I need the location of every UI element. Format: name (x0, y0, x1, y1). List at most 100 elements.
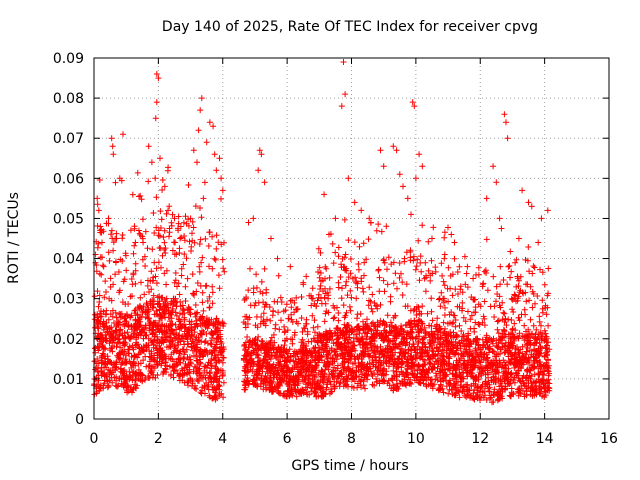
data-point (105, 316, 112, 323)
data-point (345, 175, 352, 182)
data-point (395, 355, 402, 362)
data-point (268, 235, 274, 242)
data-point (174, 361, 181, 368)
data-point (97, 223, 104, 230)
data-point (396, 171, 403, 178)
data-point (320, 288, 326, 295)
data-point (384, 380, 391, 387)
data-point (313, 303, 320, 310)
data-point (520, 361, 527, 368)
data-point (332, 367, 339, 374)
data-point (339, 350, 346, 357)
data-point (369, 373, 376, 379)
data-point (120, 359, 126, 366)
data-point (340, 59, 347, 65)
data-point (200, 195, 207, 202)
data-point (358, 207, 365, 214)
data-point (320, 331, 327, 338)
data-point (409, 363, 416, 370)
data-point (193, 288, 200, 295)
data-point (386, 343, 393, 350)
data-point (496, 359, 503, 366)
data-point (194, 367, 200, 374)
data-point (114, 318, 121, 325)
data-point (185, 369, 192, 376)
data-point (364, 361, 371, 368)
data-point (277, 294, 284, 301)
data-point (120, 131, 126, 138)
data-point (450, 363, 457, 370)
data-point (110, 281, 117, 288)
data-point (516, 277, 522, 284)
data-point (315, 291, 322, 298)
data-point (321, 334, 328, 341)
data-point (159, 356, 166, 363)
data-point (525, 380, 532, 387)
data-point (420, 339, 427, 346)
data-point (524, 345, 531, 351)
data-point (261, 179, 268, 186)
data-point (253, 271, 260, 278)
data-point (144, 245, 151, 252)
data-point (346, 303, 353, 310)
data-point (541, 327, 548, 334)
data-point (326, 327, 333, 334)
data-point (381, 371, 388, 378)
data-point (372, 334, 378, 341)
data-point (248, 355, 255, 362)
data-point (149, 304, 156, 311)
data-point (197, 282, 204, 289)
data-point (464, 391, 471, 398)
data-point (407, 379, 413, 386)
data-point (330, 315, 337, 322)
data-point (209, 300, 216, 307)
data-point (245, 219, 252, 226)
data-point (511, 364, 518, 371)
data-point (475, 264, 482, 271)
data-point (450, 384, 457, 391)
data-point (435, 348, 442, 355)
data-point (455, 378, 461, 385)
data-point (107, 275, 114, 282)
data-point (519, 387, 526, 394)
data-point (464, 284, 471, 291)
data-point (419, 163, 426, 170)
data-point (407, 346, 414, 353)
data-point (342, 325, 349, 332)
data-point (345, 322, 352, 329)
data-point (124, 329, 131, 336)
grid-lines (94, 58, 609, 419)
data-point (314, 297, 321, 304)
data-point (121, 348, 128, 355)
data-point (300, 378, 306, 385)
data-point (543, 311, 550, 318)
data-point (355, 363, 362, 370)
x-tick-label: 10 (407, 431, 425, 447)
data-point (525, 244, 532, 250)
data-point (309, 295, 316, 302)
data-point (508, 385, 515, 392)
data-point (145, 363, 152, 370)
data-point (179, 306, 186, 313)
data-point (246, 314, 253, 321)
data-point (511, 333, 518, 340)
data-point (354, 284, 361, 291)
data-point (523, 328, 529, 335)
data-point (208, 356, 215, 362)
data-point (521, 306, 528, 313)
data-point (267, 317, 274, 324)
data-point (389, 337, 396, 344)
data-point (535, 239, 542, 246)
data-point (321, 373, 328, 380)
x-tick-label: 4 (218, 431, 227, 447)
data-point (103, 307, 110, 314)
data-point (148, 369, 155, 376)
data-point (148, 348, 155, 355)
data-point (260, 310, 267, 317)
data-point (539, 309, 546, 316)
data-point (362, 385, 368, 392)
data-point (116, 175, 123, 182)
y-tick-label: 0.05 (53, 211, 84, 227)
data-point (300, 387, 307, 394)
data-point (113, 323, 120, 330)
